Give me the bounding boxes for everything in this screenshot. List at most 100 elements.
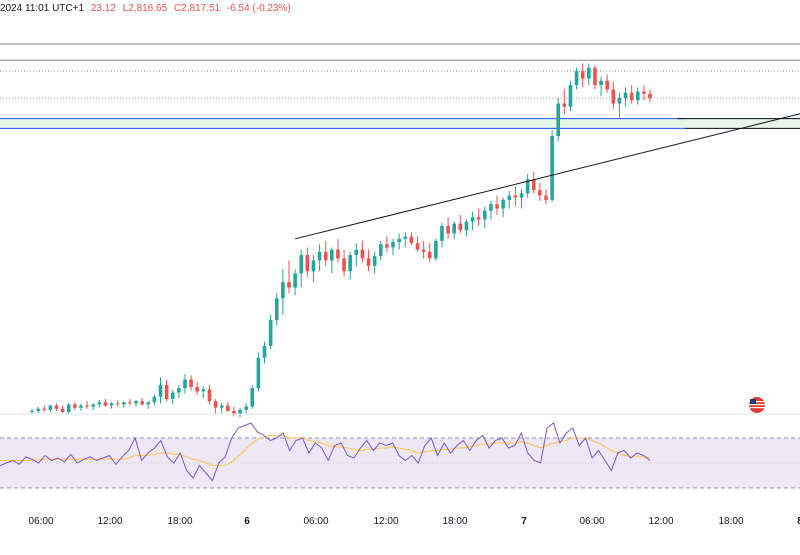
us-flag-icon[interactable]: [749, 397, 765, 413]
candle-body: [48, 405, 53, 410]
candle-body: [458, 223, 463, 231]
trendline-line: [294, 113, 800, 240]
x-axis-tick-label: 06:00: [28, 516, 53, 527]
candle: [513, 186, 518, 207]
candle-body: [538, 190, 542, 196]
candle-body: [323, 251, 328, 261]
rsi-pane: [0, 413, 800, 489]
candle: [409, 232, 414, 246]
rsi-line: [0, 422, 651, 482]
candle-body: [158, 384, 163, 397]
candle-body: [556, 103, 561, 136]
candle: [525, 173, 530, 198]
candle-body: [36, 408, 40, 411]
candle: [115, 400, 120, 407]
candle-body: [513, 195, 518, 198]
candle-body: [464, 221, 469, 231]
trendline[interactable]: [294, 87, 800, 240]
x-axis-tick-label: 7: [521, 516, 527, 527]
candle: [501, 197, 505, 218]
candle: [391, 238, 395, 256]
candle: [550, 130, 554, 203]
horizontal-levels: [0, 43, 800, 129]
header-close: C2,817.51: [173, 3, 221, 14]
candle-body: [391, 242, 395, 248]
candle: [256, 352, 261, 392]
candle: [281, 269, 285, 315]
header-low: L2,816.65: [122, 3, 168, 14]
candle: [336, 238, 340, 263]
candle-body: [330, 249, 334, 261]
x-axis-tick-label: 18:00: [442, 516, 467, 527]
candle-body: [121, 402, 126, 405]
candle-body: [550, 136, 554, 200]
x-axis-tick-label: 06:00: [579, 516, 604, 527]
candle: [580, 63, 585, 88]
candle-body: [311, 260, 316, 272]
x-axis-tick-label: 18:00: [718, 516, 743, 527]
candle-body: [593, 67, 597, 86]
candle: [617, 92, 622, 118]
candle-body: [30, 410, 34, 412]
candle-body: [256, 357, 261, 389]
candle-body: [97, 402, 102, 405]
candle: [440, 222, 444, 248]
candle: [629, 85, 634, 104]
candle-body: [238, 409, 242, 415]
candle-body: [599, 80, 603, 86]
candle: [519, 189, 524, 209]
candle-body: [85, 405, 89, 407]
x-axis-tick-label: 6: [244, 516, 250, 527]
support-zone: [0, 118, 800, 129]
candle: [238, 407, 242, 418]
candle-body: [617, 98, 622, 104]
candle: [48, 404, 53, 412]
candle: [177, 384, 181, 398]
us-flag-icon-canton: [750, 399, 756, 404]
candle: [207, 384, 212, 405]
candle-body: [507, 195, 512, 200]
support-zone-fill: [0, 118, 800, 129]
candle: [66, 403, 71, 415]
candle-body: [360, 249, 365, 259]
candle-body: [385, 244, 389, 248]
candle: [97, 400, 102, 408]
candle-body: [580, 71, 585, 79]
candle-body: [519, 193, 524, 198]
candle-body: [629, 92, 634, 101]
candle-body: [440, 225, 444, 241]
candle-body: [268, 320, 273, 346]
candle-body: [250, 388, 255, 407]
candle-body: [274, 298, 279, 320]
candle-body: [470, 217, 475, 222]
candle: [128, 399, 132, 406]
x-axis: 06:00 12:00 18:00 6 06:00 12:00 18:00 7 06:00 12:…: [28, 516, 800, 527]
candle-body: [79, 405, 83, 408]
candle-body: [605, 80, 609, 90]
candle: [244, 403, 248, 414]
candles: [30, 63, 652, 418]
candle: [274, 292, 279, 326]
candle-body: [635, 91, 640, 101]
candle: [403, 232, 408, 248]
candle: [299, 249, 304, 288]
candle-body: [525, 179, 530, 194]
candle-body: [342, 258, 346, 272]
candle: [323, 240, 328, 266]
x-axis-tick-label: 06:00: [303, 516, 328, 527]
candle-body: [262, 345, 267, 358]
candle: [623, 87, 628, 107]
candle: [372, 251, 377, 274]
candle-body: [476, 217, 481, 220]
candle-body: [348, 255, 352, 272]
candle-body: [140, 401, 144, 405]
candle: [434, 238, 438, 261]
candle-body: [623, 92, 628, 99]
candle-body: [544, 195, 548, 200]
candle-body: [611, 89, 616, 104]
candle: [201, 386, 206, 398]
candle-body: [299, 255, 304, 274]
candle: [366, 249, 371, 272]
candle: [213, 399, 218, 415]
